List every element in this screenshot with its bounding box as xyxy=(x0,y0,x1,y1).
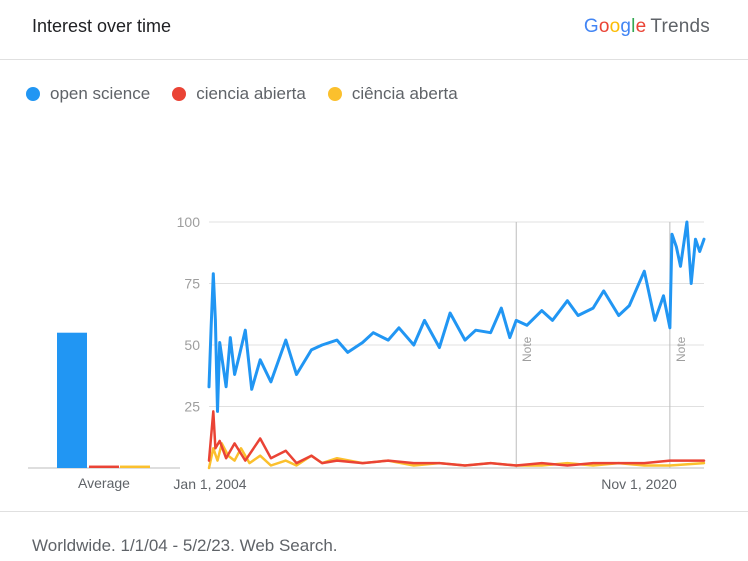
logo-letter: G xyxy=(583,16,599,37)
google-trends-logo: Google Trends xyxy=(584,16,710,38)
legend-dot-icon xyxy=(327,87,342,101)
average-bar xyxy=(89,465,119,468)
average-label: Average xyxy=(78,475,130,491)
chart-legend: open science ciencia abierta ciência abe… xyxy=(26,84,458,104)
average-bar xyxy=(120,465,150,468)
average-bar xyxy=(57,332,87,468)
chart-footer: Worldwide. 1/1/04 - 5/2/23. Web Search. xyxy=(0,511,748,561)
legend-item-ciencia-aberta[interactable]: ciência aberta xyxy=(327,84,458,104)
note-label: Note xyxy=(674,336,688,362)
logo-letter: e xyxy=(635,16,647,37)
series-line xyxy=(207,410,706,467)
y-tick-label: 100 xyxy=(177,214,201,230)
series-line xyxy=(207,220,706,413)
legend-label: open science xyxy=(50,84,151,103)
y-tick-label: 25 xyxy=(184,399,200,415)
logo-letter: g xyxy=(620,16,632,37)
chart-title: Interest over time xyxy=(32,16,172,36)
x-tick-label: Nov 1, 2020 xyxy=(601,476,677,492)
chart-header: Interest over time Google Trends xyxy=(0,0,748,60)
legend-item-ciencia-abierta[interactable]: ciencia abierta xyxy=(172,84,306,104)
legend-dot-icon xyxy=(172,87,187,101)
footer-scope-text: Worldwide. 1/1/04 - 5/2/23. Web Search. xyxy=(32,536,338,555)
legend-label: ciência aberta xyxy=(351,84,458,103)
legend-label: ciencia abierta xyxy=(196,84,306,103)
logo-letter: o xyxy=(609,16,621,37)
x-tick-label: Jan 1, 2004 xyxy=(173,476,246,492)
y-tick-label: 50 xyxy=(184,337,200,353)
logo-letter: o xyxy=(598,16,610,37)
legend-dot-icon xyxy=(26,87,40,101)
y-tick-label: 75 xyxy=(184,276,200,292)
logo-product-name: Trends xyxy=(650,16,710,37)
note-label: Note xyxy=(520,336,534,362)
logo-letter: l xyxy=(631,16,636,37)
legend-item-open-science[interactable]: open science xyxy=(26,84,150,104)
interest-over-time-chart: 25 50 75 100 Note Note Jan 1, 2004 Nov 1, 2020 A… xyxy=(28,214,706,492)
